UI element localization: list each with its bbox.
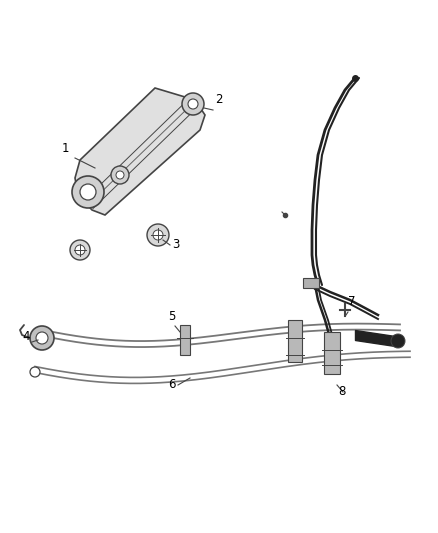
Text: 4: 4 — [22, 330, 29, 343]
Circle shape — [30, 367, 40, 377]
Bar — [303, 278, 319, 288]
Text: 2: 2 — [215, 93, 223, 106]
Bar — [288, 320, 302, 362]
Text: 6: 6 — [168, 378, 176, 391]
Text: 8: 8 — [338, 385, 346, 398]
Circle shape — [36, 332, 48, 344]
Bar — [180, 325, 190, 355]
Circle shape — [188, 99, 198, 109]
Circle shape — [111, 166, 129, 184]
Circle shape — [80, 184, 96, 200]
Text: 7: 7 — [348, 295, 356, 308]
Text: 3: 3 — [172, 238, 180, 251]
Circle shape — [75, 245, 85, 255]
Circle shape — [182, 93, 204, 115]
Text: 5: 5 — [168, 310, 175, 323]
Circle shape — [391, 334, 405, 348]
Circle shape — [147, 224, 169, 246]
Circle shape — [30, 326, 54, 350]
Circle shape — [70, 240, 90, 260]
Circle shape — [116, 171, 124, 179]
Circle shape — [153, 230, 163, 240]
Text: 1: 1 — [62, 142, 70, 155]
Polygon shape — [75, 88, 205, 215]
Circle shape — [72, 176, 104, 208]
Bar — [324, 332, 340, 374]
